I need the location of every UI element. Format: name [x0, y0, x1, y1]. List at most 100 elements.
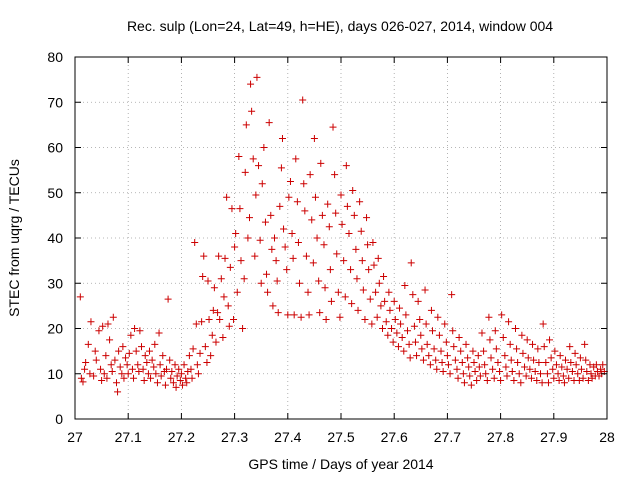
data-point [574, 370, 582, 378]
data-point [417, 331, 425, 339]
data-point [483, 377, 491, 385]
data-point [182, 374, 190, 382]
data-point [352, 245, 360, 253]
data-point [120, 374, 128, 382]
data-point [469, 347, 477, 355]
x-tick-label: 27.1 [115, 429, 142, 445]
data-point [449, 327, 457, 335]
data-point [191, 239, 199, 247]
data-point [118, 370, 126, 378]
data-point [380, 272, 388, 280]
x-tick-label: 27.9 [540, 429, 567, 445]
data-point [405, 340, 413, 348]
ticks [74, 56, 608, 420]
data-point [230, 315, 238, 323]
x-tick-label: 27.5 [327, 429, 354, 445]
data-point [327, 297, 335, 305]
data-point [482, 370, 490, 378]
data-point [285, 193, 293, 201]
data-point [494, 358, 502, 366]
data-point [242, 121, 250, 129]
data-point [345, 229, 353, 237]
data-point [382, 318, 390, 326]
data-point [348, 300, 356, 308]
data-point [131, 325, 139, 332]
data-point [286, 177, 294, 185]
data-point [583, 367, 591, 375]
data-point [416, 315, 424, 323]
data-point [427, 306, 435, 314]
data-point [473, 377, 481, 385]
data-point [433, 365, 441, 373]
data-point [514, 358, 522, 366]
data-point [426, 361, 434, 369]
data-point [228, 205, 236, 213]
data-point [155, 329, 163, 337]
data-point [373, 313, 381, 321]
data-point [460, 379, 468, 387]
data-point [527, 374, 535, 382]
data-point [457, 347, 465, 355]
data-point [268, 245, 276, 253]
data-point [571, 349, 579, 357]
data-point [249, 155, 257, 163]
data-point [125, 349, 133, 357]
data-point [81, 365, 89, 373]
data-point [169, 379, 177, 387]
data-point [178, 381, 186, 389]
data-point [401, 282, 409, 290]
data-point [104, 320, 112, 328]
data-point [235, 153, 243, 161]
data-point [562, 356, 570, 364]
data-point [384, 331, 392, 339]
data-point [290, 311, 298, 319]
data-point [519, 349, 527, 357]
data-point [369, 239, 377, 247]
data-point [171, 361, 179, 369]
data-point [546, 336, 554, 344]
data-point [119, 343, 127, 351]
data-point [471, 367, 479, 375]
data-point [465, 363, 473, 371]
data-point [572, 361, 580, 369]
data-point [172, 383, 180, 391]
data-point [276, 202, 284, 210]
data-point [522, 372, 530, 380]
data-point [161, 381, 169, 389]
data-point [599, 361, 607, 369]
data-point [554, 370, 562, 378]
data-point [98, 377, 106, 385]
data-point [534, 345, 542, 353]
data-point [597, 365, 605, 373]
data-point [442, 338, 450, 346]
tick-labels: 27 27.1 27.2 27.3 27.4 27.5 27.6 27.7 27.8 27.9 28… [47, 49, 615, 445]
data-point [555, 377, 563, 385]
data-point [329, 123, 337, 131]
data-point [391, 315, 399, 323]
data-point [188, 374, 196, 382]
data-point [260, 144, 268, 151]
data-point [267, 211, 275, 219]
data-point [130, 374, 138, 382]
data-point [592, 361, 600, 369]
data-point [559, 372, 567, 380]
data-point [531, 367, 539, 375]
data-point [459, 370, 467, 378]
data-point [587, 370, 595, 378]
data-point [236, 205, 244, 213]
data-point [390, 297, 398, 305]
data-point [166, 356, 174, 364]
data-point [496, 367, 504, 375]
data-point [410, 322, 418, 330]
data-point [552, 361, 560, 369]
data-point [455, 334, 463, 342]
data-point [237, 257, 245, 265]
data-point [356, 198, 364, 206]
data-point [115, 347, 123, 355]
data-point [370, 261, 378, 269]
data-point [153, 379, 161, 387]
data-point [138, 343, 145, 351]
data-point [511, 325, 519, 332]
data-point [556, 352, 564, 360]
data-point [502, 363, 510, 371]
